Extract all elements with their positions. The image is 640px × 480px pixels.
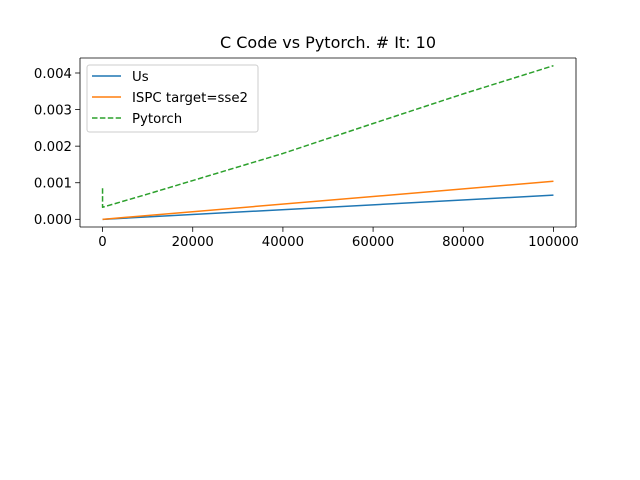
series-layer xyxy=(101,64,554,221)
y-tick-label: 0.000 xyxy=(34,213,72,228)
legend: Us ISPC target=sse2 Pytorch xyxy=(86,64,259,133)
x-tick-label: 80000 xyxy=(442,235,484,250)
legend-label-2: Pytorch xyxy=(132,112,182,127)
axes-frame xyxy=(79,57,577,228)
y-tick-label: 0.003 xyxy=(34,103,72,118)
series-line-1 xyxy=(102,180,554,221)
series-line-2 xyxy=(101,64,554,208)
series-line-0 xyxy=(102,194,554,221)
legend-label-1: ISPC target=sse2 xyxy=(132,91,248,106)
chart-title: C Code vs Pytorch. # It: 10 xyxy=(220,33,436,52)
x-tick-label: 40000 xyxy=(262,235,304,250)
legend-label-0: Us xyxy=(132,70,149,85)
x-tick-label: 100000 xyxy=(528,235,579,250)
x-tick-label: 60000 xyxy=(352,235,394,250)
x-tick-label: 0 xyxy=(98,235,106,250)
y-tick-label: 0.004 xyxy=(34,67,72,82)
y-tick-label: 0.001 xyxy=(34,177,72,192)
y-tick-label: 0.002 xyxy=(34,140,72,155)
legend-box xyxy=(86,64,259,133)
ticks-layer: 0 20000 40000 60000 80000 100000 0.000 0.001 0.0… xyxy=(34,67,579,250)
x-tick-label: 20000 xyxy=(172,235,214,250)
